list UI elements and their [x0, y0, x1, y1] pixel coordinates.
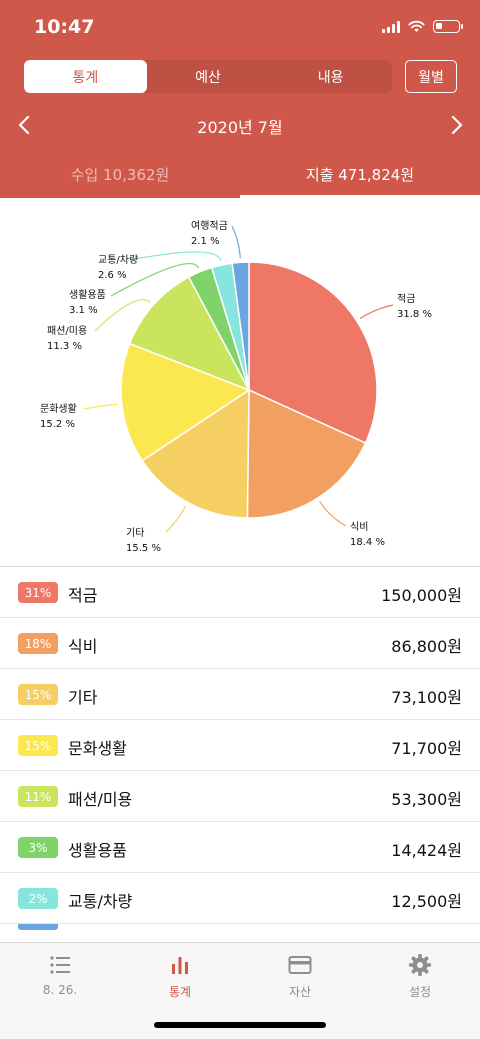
- pie-slice-3[interactable]: [141, 388, 250, 519]
- nav-item-stats[interactable]: 통계: [120, 953, 240, 1003]
- slice-name-label: 패션/미용: [47, 325, 87, 337]
- segment-stats[interactable]: 통계: [24, 60, 147, 93]
- wifi-icon: [408, 20, 425, 32]
- leader-line-2: [319, 501, 347, 527]
- segmented-control: 통계 예산 내용: [24, 60, 392, 93]
- nav-item-assets[interactable]: 자산: [240, 953, 360, 1003]
- percent-badge: 15%: [18, 735, 58, 756]
- slice-percent-label: 18.4 %: [350, 537, 385, 548]
- percent-badge: 31%: [18, 582, 58, 603]
- list-item[interactable]: 31% 적금 150,000원: [0, 567, 480, 618]
- slice-name-label: 생활용품: [69, 288, 106, 301]
- pie-slice-4[interactable]: [120, 342, 251, 462]
- leader-line-7: [129, 251, 222, 262]
- list-item[interactable]: 18% 식비 86,800원: [0, 618, 480, 669]
- nav-item-settings[interactable]: 설정: [360, 953, 480, 1003]
- header: 10:47 통계 예산 내용 월별: [0, 0, 480, 198]
- segment-budget[interactable]: 예산: [195, 69, 221, 86]
- chevron-right-icon[interactable]: [443, 112, 469, 138]
- pie-chart: 적금 31.8 % 식비 18.4 % 기타 15.5 % 문화생활 15.2 % 패션/미용 1…: [40, 220, 432, 554]
- slice-percent-label: 11.3 %: [47, 341, 82, 352]
- nav-label: 통계: [168, 985, 192, 999]
- category-name: 생활용품: [68, 841, 127, 860]
- category-amount: 71,700원: [391, 739, 462, 758]
- status-icons: [382, 20, 463, 33]
- list-item[interactable]: 15% 기타 73,100원: [0, 669, 480, 720]
- category-name: 식비: [68, 637, 98, 656]
- percent-badge: 15%: [18, 684, 58, 705]
- pie-chart-area: 적금 31.8 % 식비 18.4 % 기타 15.5 % 문화생활 15.2 % 패션/미용 1…: [0, 198, 480, 566]
- leader-line-3: [165, 505, 187, 533]
- pie-slice-8[interactable]: [231, 261, 250, 391]
- category-amount: 14,424원: [391, 841, 462, 860]
- percent-badge-partial: [18, 924, 58, 930]
- nav-label: 설정: [408, 985, 432, 999]
- tab-expense[interactable]: 지출 471,824원: [240, 150, 480, 198]
- category-amount: 53,300원: [391, 790, 462, 809]
- list-item[interactable]: 15% 문화생활 71,700원: [0, 720, 480, 771]
- slice-percent-label: 3.1 %: [69, 305, 98, 316]
- category-amount: 86,800원: [391, 637, 462, 656]
- list-item[interactable]: 3% 생활용품 14,424원: [0, 822, 480, 873]
- slice-percent-label: 2.6 %: [98, 270, 127, 281]
- monthly-button[interactable]: 월별: [405, 60, 457, 93]
- bar-chart-icon: [172, 957, 188, 974]
- category-amount: 73,100원: [391, 688, 462, 707]
- percent-badge: 2%: [18, 888, 58, 909]
- slice-name-label: 기타: [126, 527, 144, 539]
- tab-income[interactable]: 수입 10,362원: [70, 165, 170, 184]
- leader-line-6: [110, 262, 200, 297]
- chevron-left-icon[interactable]: [12, 112, 38, 138]
- leader-line-1: [359, 304, 394, 320]
- segment-details[interactable]: 내용: [317, 69, 344, 86]
- income-expense-tabs: 수입 10,362원 지출 471,824원: [0, 150, 480, 198]
- pie-slice-1[interactable]: [248, 261, 378, 445]
- battery-icon: [433, 20, 463, 33]
- pie-slice-2[interactable]: [246, 388, 367, 519]
- slice-name-label: 식비: [350, 521, 368, 533]
- month-selector: 2020년 7월: [0, 110, 480, 140]
- month-title: 2020년 7월: [197, 118, 283, 137]
- category-name: 기타: [68, 688, 98, 707]
- leader-line-4: [83, 403, 118, 410]
- home-indicator: [154, 1022, 326, 1028]
- category-name: 패션/미용: [68, 790, 133, 809]
- category-list: 31% 적금 150,000원 18% 식비 86,800원 15% 기타 73…: [0, 566, 480, 942]
- card-icon: [288, 956, 312, 974]
- category-name: 문화생활: [68, 739, 127, 758]
- category-amount: 12,500원: [391, 892, 462, 911]
- list-item[interactable]: 2% 교통/차량 12,500원: [0, 873, 480, 924]
- pie-slice-5[interactable]: [128, 276, 251, 392]
- slice-percent-label: 15.5 %: [126, 543, 161, 554]
- slice-name-label: 여행적금: [191, 220, 228, 232]
- percent-badge: 3%: [18, 837, 58, 858]
- nav-label: 8. 26.: [42, 983, 78, 997]
- percent-badge: 11%: [18, 786, 58, 807]
- category-name: 적금: [68, 586, 98, 605]
- leader-line-8: [231, 225, 241, 259]
- nav-label: 자산: [288, 985, 312, 999]
- slice-name-label: 적금: [397, 293, 415, 305]
- nav-item-list[interactable]: 8. 26.: [0, 953, 120, 1003]
- slice-percent-label: 31.8 %: [397, 309, 432, 320]
- signal-icon: [382, 20, 400, 33]
- slice-percent-label: 15.2 %: [40, 419, 75, 430]
- list-item[interactable]: 11% 패션/미용 53,300원: [0, 771, 480, 822]
- slice-name-label: 문화생활: [40, 402, 77, 415]
- bottom-nav: 8. 26. 통계 자산: [0, 942, 480, 1039]
- list-icon: [50, 956, 70, 974]
- slice-name-label: 교통/차량: [98, 254, 138, 266]
- status-bar: 10:47: [0, 0, 480, 56]
- category-name: 교통/차량: [68, 892, 133, 911]
- list-item-partial[interactable]: [0, 924, 480, 942]
- leader-line-5: [94, 299, 151, 332]
- gear-icon: [409, 954, 431, 976]
- status-time: 10:47: [34, 16, 95, 38]
- category-amount: 150,000원: [381, 586, 462, 605]
- slice-percent-label: 2.1 %: [191, 236, 220, 247]
- percent-badge: 18%: [18, 633, 58, 654]
